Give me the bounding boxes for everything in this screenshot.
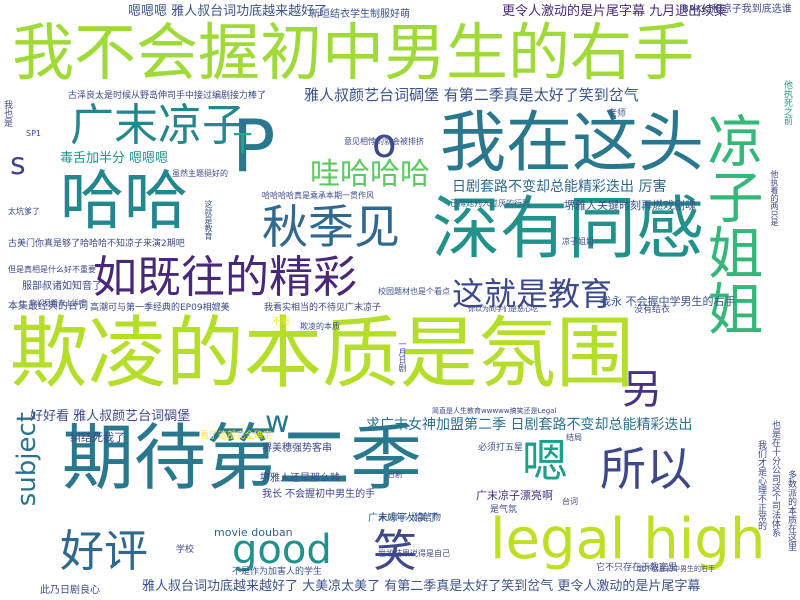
cloud-word: 没有结衣 [634, 305, 671, 315]
cloud-word: 也是在十分公司这个司法体系 [770, 420, 780, 537]
cloud-word: 毒舌加半分 嗯嗯嗯 [60, 151, 169, 166]
cloud-word: 好评 [60, 526, 148, 577]
cloud-word: 但是真相是什么好不重要 [8, 265, 96, 274]
cloud-word: 不是 [272, 317, 291, 327]
cloud-word: T [234, 127, 252, 160]
cloud-word: 哇哈哈哈 [310, 157, 430, 192]
cloud-word: 老师 [608, 109, 627, 119]
cloud-word: 你以为同学们是恶心吃 [468, 305, 538, 313]
cloud-word: 我看实相当的不待见广末凉子 [264, 303, 382, 313]
cloud-word: 新垣结衣学生制服好萌 [310, 9, 410, 20]
cloud-word: 凉子姐姐 [698, 112, 763, 336]
cloud-word: 广末凉子太美了 [368, 513, 438, 524]
cloud-word: P [232, 104, 276, 188]
cloud-word: 我长 不会握初中男生的手 [262, 489, 376, 500]
cloud-word: 我永 不会握中学男生的右手 [600, 295, 736, 308]
cloud-word: 求广末女神加盟第二季 日剧套路不变却总能精彩迭出 [366, 417, 693, 433]
cloud-word: 一月日剧 [398, 340, 407, 372]
cloud-word: 我不会握初中男生的右手 [12, 16, 695, 89]
cloud-word: 不是作为加害人的学生 [232, 567, 323, 577]
cloud-word: 太坑爹了 [8, 207, 40, 216]
cloud-word: 我在这头 [440, 104, 704, 181]
cloud-word: 我们才是心理不正常的 [756, 440, 766, 530]
cloud-word: 哈哈哈哈真是乘承本期一贯作风 [262, 191, 374, 200]
cloud-word: 纠结死我了 [70, 431, 125, 444]
cloud-word: 这就是教育 [452, 275, 613, 313]
cloud-word: movie douban [214, 526, 293, 539]
cloud-word: 他执着的两只是 [770, 170, 779, 226]
cloud-word: 必须打五星 [478, 443, 524, 453]
cloud-word: good [232, 527, 332, 573]
cloud-word: 是气氛 [490, 505, 518, 515]
cloud-word: 简直是人生教育wwwww搞笑还是Legal [432, 407, 557, 415]
cloud-word: 哈哈 [60, 165, 188, 239]
cloud-word: 虽然主题挺好的 [172, 169, 228, 178]
cloud-word: 古泽良太是时候从野岛伸司手中接过编剧接力棒了 [68, 91, 267, 101]
cloud-word: 凉子姐姐 [562, 237, 594, 246]
cloud-word: 我不会握初中男生的右手 [638, 565, 715, 573]
cloud-word: 秋季见 [262, 200, 400, 254]
cloud-word: 未成年人猿信物 [378, 513, 442, 523]
cloud-word: 欺凌的本质 [300, 322, 340, 331]
cloud-word: 期待第二季 [62, 416, 423, 500]
cloud-word: BAKKI和凉子我到底选谁 [682, 4, 792, 15]
cloud-word: 笑 [373, 526, 417, 577]
cloud-word: 所以 [600, 442, 692, 496]
cloud-word: 深有同感 [432, 190, 705, 269]
cloud-word: 如既往的精彩 [93, 252, 357, 303]
cloud-word: legal high [490, 507, 766, 572]
cloud-word: 欺凌的本质是氛围 [10, 309, 635, 399]
cloud-word: 高潮可与第一季经典的EP09相媲美 [90, 303, 230, 313]
cloud-word: 另 [622, 367, 662, 413]
cloud-word: 好好看 雅人叔颜艺台词碉堡 [30, 409, 191, 424]
cloud-word: 本集最经典的台词 [8, 301, 88, 312]
cloud-word: 校园题材也是个看点 [378, 287, 450, 296]
cloud-word: 意见相悖的就会被排挤 [344, 137, 424, 146]
cloud-word: 嗯嗯嗯 雅人叔台词功底越来越好了 [128, 4, 328, 19]
cloud-word: 广末凉子 [70, 100, 246, 151]
cloud-word: 堺雅人关键时刻再燃戏剧魂 [564, 199, 696, 212]
cloud-word: 堺雅人还是那么贱 [260, 473, 340, 484]
cloud-word: 他执死之前 [782, 80, 792, 125]
cloud-word: 多数派的本质在这里 [786, 470, 796, 551]
cloud-word: SP1 [26, 129, 41, 138]
cloud-word: 世故结果说得是自己 [378, 549, 450, 558]
cloud-word: 日剧 [388, 471, 402, 479]
cloud-word: w [265, 405, 290, 440]
cloud-word: s [10, 147, 26, 182]
cloud-word: 雅人叔颜艺台词碉堡 有第二季真是太好了笑到岔气 [304, 86, 639, 104]
cloud-word: 古美门你真是够了哈哈哈不知凉子来演2期吧 [8, 239, 185, 249]
cloud-word: 嗯 [522, 434, 568, 488]
cloud-word: 台词 [562, 497, 578, 506]
cloud-word: subject [12, 412, 42, 507]
cloud-word: 雅人叔台词功底越来越好了 大美凉太美了 有第二季真是太好了笑到岔气 更令人激动的… [142, 579, 701, 594]
cloud-word: 更令人激动的是片尾字幕 九月退出续集 [502, 4, 728, 19]
cloud-word: 广末凉子漂亮啊 [476, 489, 553, 502]
cloud-word: 已得她判入过厌的行列 [450, 199, 530, 208]
cloud-word: 服部叔诸如知音了 [22, 281, 102, 292]
cloud-word: 我也是 [2, 100, 12, 127]
cloud-word: 看了这部完全确定 [200, 431, 273, 441]
cloud-word: 堺美穗强势客串 [262, 443, 332, 454]
cloud-word: 它不只存在于教室里 [596, 563, 678, 573]
cloud-word: 日剧套路不变却总能精彩迭出 厉害 [452, 179, 667, 195]
cloud-word: 学校 [176, 545, 195, 555]
cloud-word: 此乃日剧良心 [40, 585, 100, 596]
cloud-word: o [372, 121, 397, 167]
cloud-word: 你们尽管去上诉吧 [30, 299, 86, 307]
cloud-word: 结局 [566, 433, 582, 442]
cloud-word: 这就是教育 [204, 200, 213, 240]
